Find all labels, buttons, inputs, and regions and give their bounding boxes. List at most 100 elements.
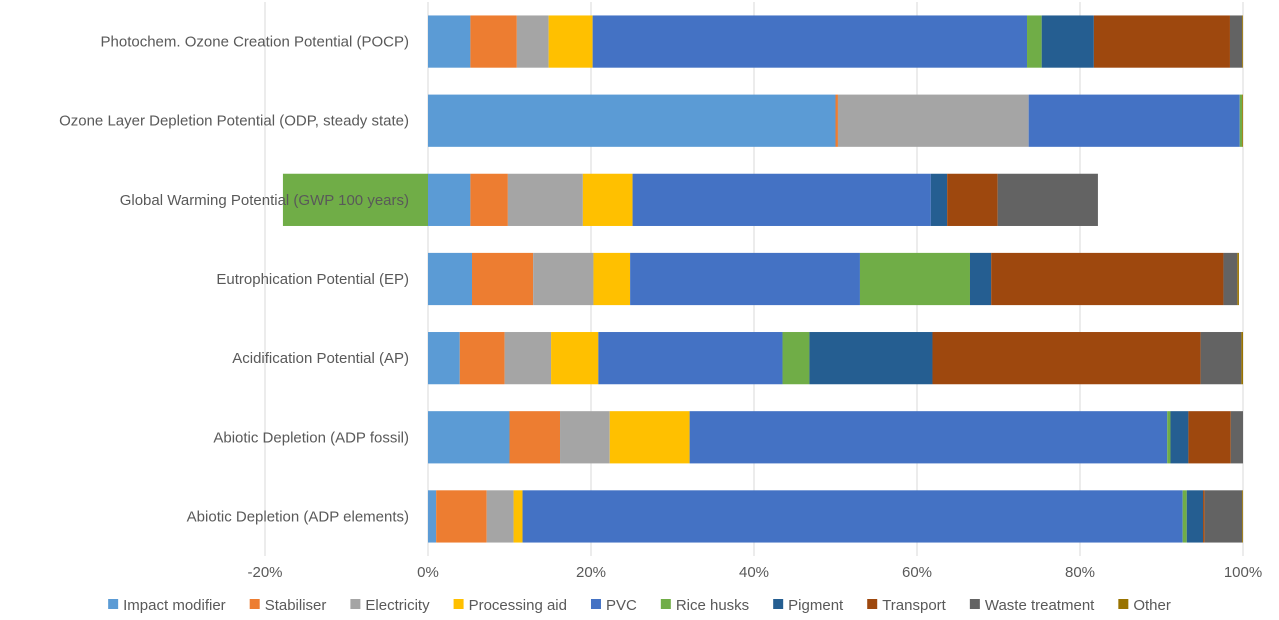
bar-segment (1242, 490, 1243, 543)
category-label: Global Warming Potential (GWP 100 years) (120, 192, 409, 209)
legend-label: Electricity (365, 597, 430, 614)
bar-segment (997, 173, 1098, 226)
bar-segment (507, 173, 583, 226)
bar-segment (522, 490, 1183, 543)
bar-segment (947, 173, 998, 226)
x-axis-tick-labels: -20% 0% 20% 40% 60% 80% 100% (247, 564, 1262, 581)
legend-swatch (660, 599, 671, 609)
bar-segment (1182, 490, 1187, 543)
legend-swatch (969, 599, 980, 609)
bar-segment (930, 173, 948, 226)
legend-label: Processing aid (469, 597, 567, 614)
bar-segment (459, 332, 505, 385)
bar-segment (548, 15, 593, 68)
legend-label: Pigment (788, 597, 844, 614)
x-tick-label: 20% (576, 564, 606, 581)
bar-segment (1242, 94, 1243, 147)
x-tick-label: 100% (1224, 564, 1262, 581)
legend-swatch (1118, 599, 1129, 609)
legend-label: PVC (606, 597, 637, 614)
x-tick-label: 80% (1065, 564, 1095, 581)
bar-segment (609, 411, 690, 464)
bar-segment (1093, 15, 1230, 68)
bar-segment (472, 252, 534, 306)
bar-segment (509, 411, 561, 464)
bar-segment (598, 332, 783, 385)
category-labels: Photochem. Ozone Creation Potential (POC… (59, 34, 409, 526)
bar-segment (689, 411, 1168, 464)
bar-segment (428, 15, 471, 68)
bar-segment (428, 94, 836, 147)
bar-segment (1186, 490, 1204, 543)
bar-segment (428, 411, 510, 464)
bar-segment (991, 252, 1224, 306)
category-label: Abiotic Depletion (ADP fossil) (213, 429, 409, 446)
bar-segment (835, 94, 838, 147)
category-label: Photochem. Ozone Creation Potential (POC… (101, 34, 409, 51)
legend-label: Rice husks (676, 597, 749, 614)
bar-segment (809, 332, 933, 385)
category-label: Abiotic Depletion (ADP elements) (187, 508, 409, 525)
bar-segment (428, 332, 460, 385)
bar-segment (582, 173, 633, 226)
bar-segment (630, 252, 860, 306)
bar-segment (1237, 252, 1239, 306)
bar-segment (282, 173, 428, 226)
bar-segment (1041, 15, 1094, 68)
legend-label: Other (1133, 597, 1171, 614)
legend: Impact modifier Stabiliser Electricity Proc… (108, 597, 1171, 614)
x-tick-label: 0% (417, 564, 439, 581)
x-tick-label: -20% (247, 564, 282, 581)
bar-segment (837, 94, 1029, 147)
category-label: Acidification Potential (AP) (232, 350, 409, 367)
bar-segment (470, 15, 517, 68)
bar-segment (1223, 252, 1238, 306)
legend-swatch (867, 599, 878, 609)
legend-swatch (350, 599, 361, 609)
legend-label: Transport (882, 597, 946, 614)
bar-segment (428, 490, 437, 543)
bar-segment (1230, 411, 1243, 464)
bar-segment (1188, 411, 1231, 464)
bar-segment (1027, 15, 1042, 68)
bar-segment (560, 411, 610, 464)
legend-swatch (108, 599, 119, 609)
category-label: Ozone Layer Depletion Potential (ODP, st… (59, 113, 409, 130)
bar-segment (1200, 332, 1242, 385)
bar-segment (1204, 490, 1243, 543)
bar-segment (1170, 411, 1189, 464)
legend-label: Stabiliser (265, 597, 327, 614)
bar-segment (1241, 332, 1243, 385)
bar-segment (513, 490, 523, 543)
bar-segment (969, 252, 992, 306)
legend-swatch (590, 599, 601, 609)
bar-segment (1028, 94, 1240, 147)
bar-segment (932, 332, 1201, 385)
bar-segment (470, 173, 508, 226)
bar-segment (428, 252, 473, 306)
bar-segment (782, 332, 810, 385)
legend-label: Waste treatment (985, 597, 1095, 614)
legend-swatch (453, 599, 464, 609)
bar-segment (428, 173, 471, 226)
legend-swatch (773, 599, 784, 609)
category-label: Eutrophication Potential (EP) (216, 271, 409, 288)
bar-segment (1239, 94, 1243, 147)
bar-segment (1203, 490, 1205, 543)
bar-segment (436, 490, 487, 543)
bar-segment (1167, 411, 1171, 464)
bar-segment (551, 332, 599, 385)
bar-area (282, 15, 1243, 543)
bar-segment (592, 15, 1028, 68)
bar-segment (1229, 15, 1243, 68)
bar-segment (593, 252, 631, 306)
legend-label: Impact modifier (123, 597, 226, 614)
legend-swatch (249, 599, 260, 609)
bar-segment (1242, 15, 1243, 68)
x-tick-label: 60% (902, 564, 932, 581)
bar-segment (486, 490, 514, 543)
bar-segment (533, 252, 594, 306)
bar-segment (504, 332, 552, 385)
x-tick-label: 40% (739, 564, 769, 581)
